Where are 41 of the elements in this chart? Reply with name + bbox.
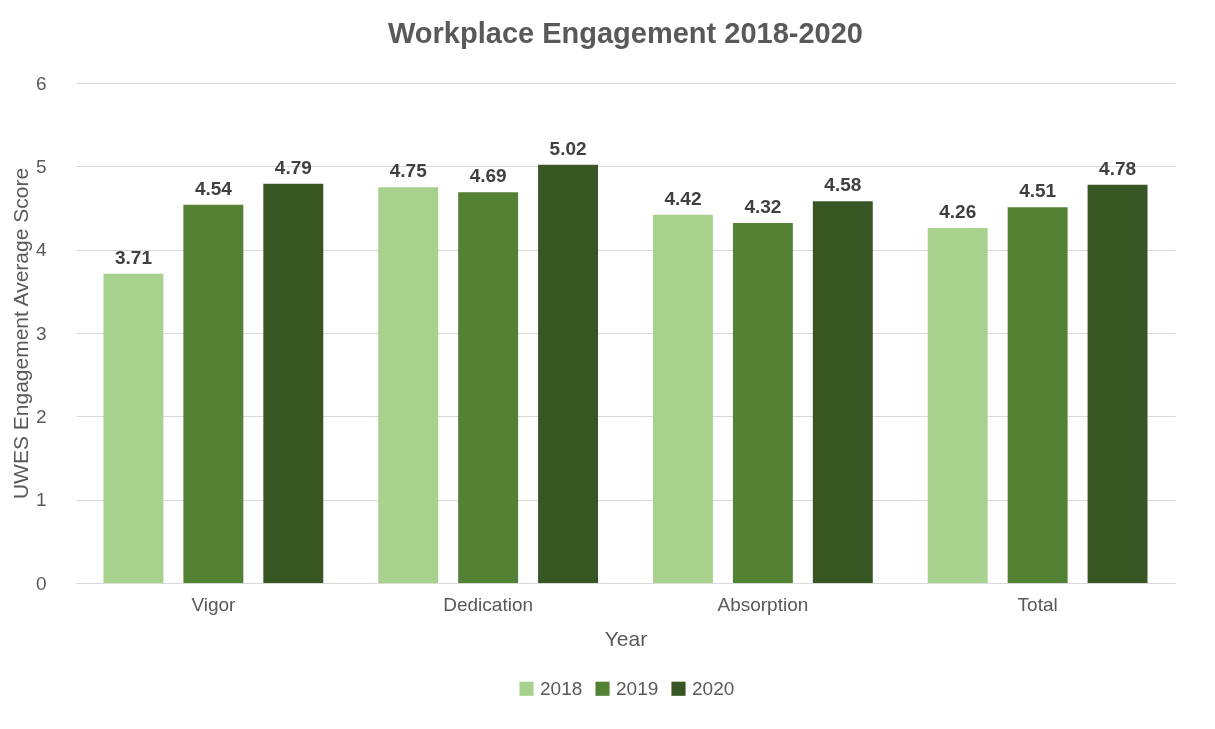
- bar: [732, 223, 793, 583]
- y-tick-label: 0: [35, 572, 47, 594]
- bar: [263, 183, 324, 583]
- y-tick-label: 3: [35, 322, 47, 344]
- x-tick-label: Total: [1017, 593, 1058, 615]
- y-tick-label: 2: [35, 405, 47, 427]
- data-label: 4.75: [389, 160, 428, 182]
- data-label: 4.58: [824, 174, 862, 196]
- x-tick-label: Vigor: [191, 593, 237, 615]
- data-label: 4.42: [664, 187, 702, 209]
- data-label: 4.78: [1099, 157, 1137, 179]
- legend-label: 2018: [540, 677, 583, 699]
- chart-title: Workplace Engagement 2018-2020: [388, 17, 863, 49]
- y-tick-label: 5: [35, 155, 47, 177]
- x-axis-title: Year: [604, 626, 648, 650]
- y-tick-label: 4: [35, 239, 47, 261]
- bar: [652, 214, 713, 583]
- data-label: 3.71: [114, 246, 153, 268]
- x-tick-label: Dedication: [443, 593, 534, 615]
- bar: [103, 273, 164, 583]
- bar: [927, 228, 988, 583]
- data-label: 4.32: [744, 196, 782, 217]
- bar: [538, 164, 599, 583]
- y-axis-title: UWES Engagement Average Score: [8, 167, 32, 500]
- data-label: 4.26: [939, 201, 977, 222]
- legend-label: 2019: [616, 677, 659, 699]
- bar: [458, 192, 519, 583]
- y-tick-label: 6: [35, 72, 47, 94]
- y-tick-label: 1: [35, 489, 47, 511]
- data-label: 4.51: [1019, 180, 1057, 202]
- bar: [1007, 207, 1068, 583]
- data-label: 4.54: [194, 177, 233, 199]
- bar: [1087, 184, 1148, 583]
- bar: [812, 201, 873, 583]
- x-tick-label: Absorption: [717, 593, 809, 615]
- data-label: 4.69: [469, 165, 507, 187]
- data-label: 5.02: [549, 137, 587, 159]
- legend-label: 2020: [692, 677, 735, 699]
- data-label: 4.79: [274, 156, 312, 178]
- bar: [183, 204, 244, 583]
- bar: [378, 187, 439, 583]
